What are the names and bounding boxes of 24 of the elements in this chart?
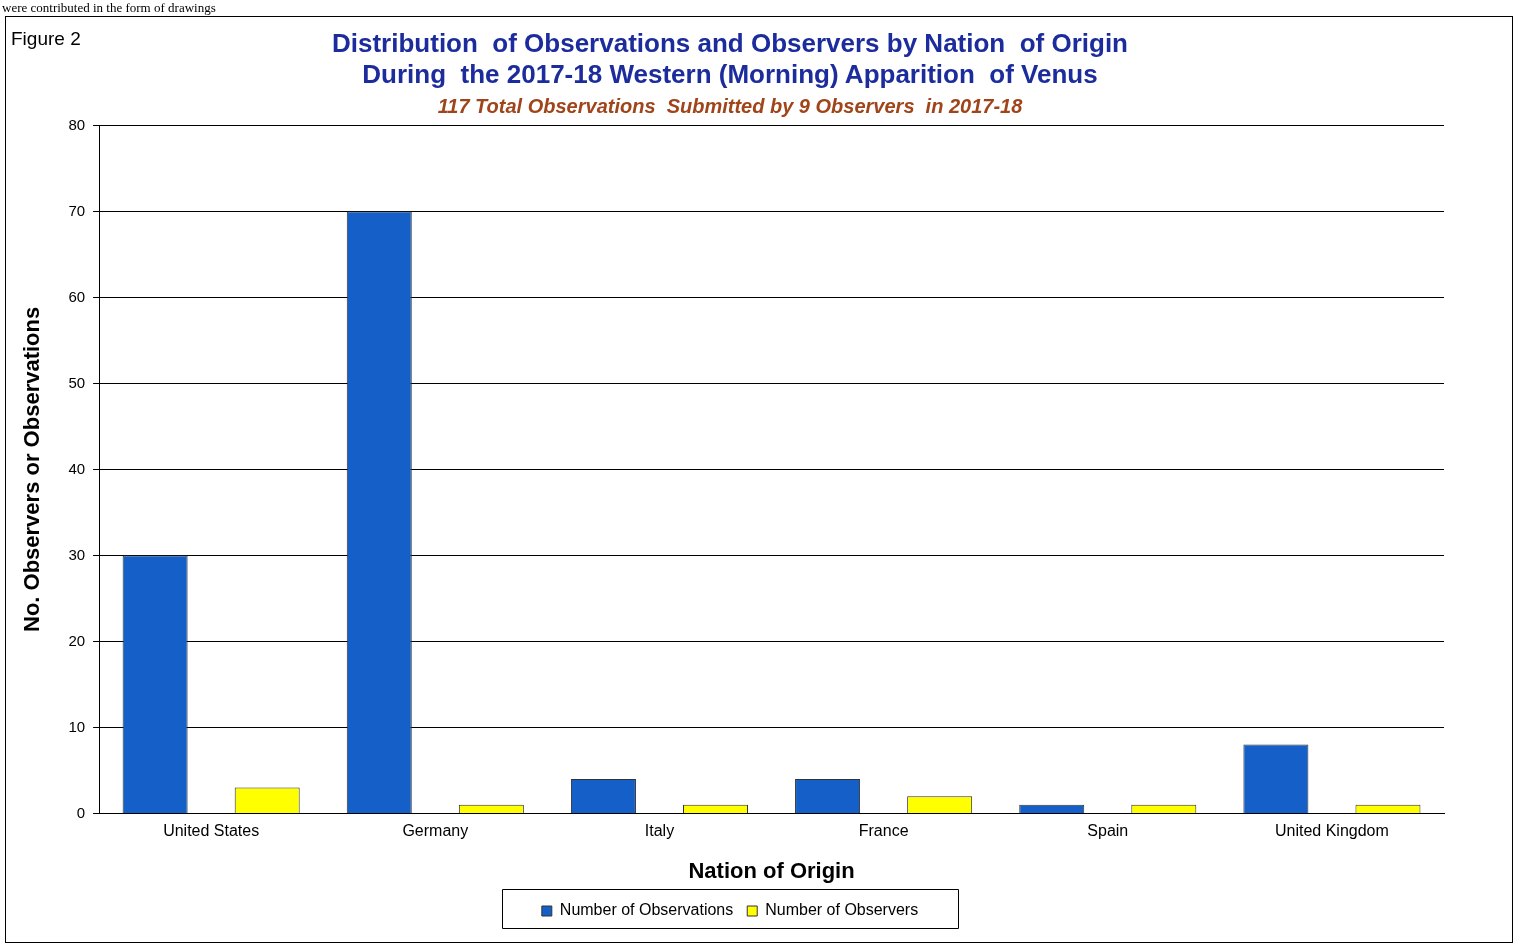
y-tick-label: 40	[68, 459, 86, 477]
x-tick-label: Germany	[402, 822, 469, 840]
y-tick-label: 80	[68, 115, 86, 133]
x-tick-label: France	[858, 822, 909, 840]
y-tick-label: 20	[68, 631, 86, 649]
y-tick-label: 50	[68, 373, 86, 391]
y-axis-title: No. Observers or Observations	[19, 306, 45, 633]
text: During the 2017-18 Western (Morning) Apparition of Venus	[362, 58, 1098, 89]
x-tick-label: Italy	[644, 822, 675, 840]
x-tick-label: United States	[163, 822, 260, 840]
y-tick-label: 60	[68, 287, 86, 305]
y-tick-label: 10	[68, 717, 86, 735]
x-tick-label: United Kingdom	[1275, 822, 1389, 840]
text: were contributed in the form of drawings	[2, 0, 216, 15]
legend-label: Number of Observations	[559, 901, 734, 919]
x-tick-label: Spain	[1087, 822, 1129, 840]
x-axis-title: Nation of Origin	[688, 857, 855, 883]
y-tick-label: 70	[68, 201, 86, 219]
caption: Figure 2	[11, 28, 81, 50]
text: Distribution of Observations and Observers by Nation of Origin	[332, 27, 1128, 58]
chart-subtitle: 117 Total Observations Submitted by 9 Observers in 2017-18	[437, 94, 1024, 117]
legend-label: Number of Observers	[765, 901, 919, 919]
y-tick-label: 30	[68, 545, 86, 563]
y-tick-label: 0	[76, 803, 86, 821]
